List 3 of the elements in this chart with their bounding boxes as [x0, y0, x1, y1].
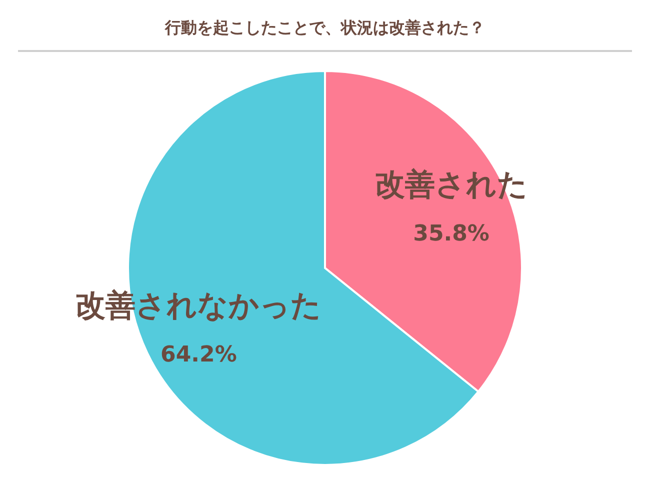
- data-label: 35.8%: [413, 222, 490, 247]
- chart-title: 行動を起こしたことで、状況は改善された？: [164, 18, 485, 37]
- data-label: 64.2%: [160, 342, 237, 368]
